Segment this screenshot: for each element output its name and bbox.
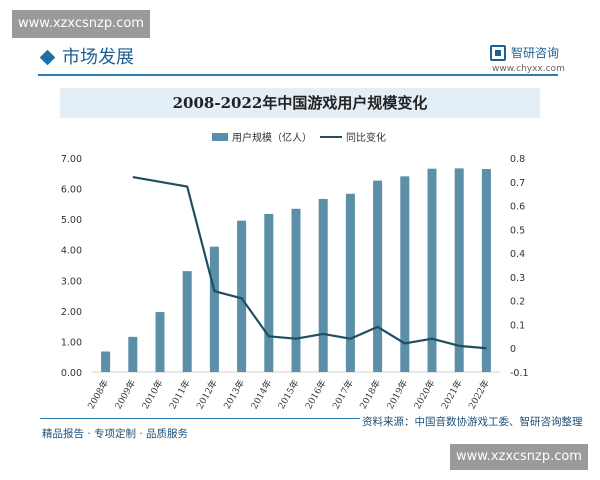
bar-user-scale xyxy=(427,168,437,372)
brand-url: www.chyxx.com xyxy=(492,64,565,74)
header-divider xyxy=(38,74,558,76)
x-tick-label: 2015年 xyxy=(275,378,301,412)
bar-user-scale xyxy=(318,198,328,372)
legend-label-line: 同比变化 xyxy=(346,131,386,144)
bar-user-scale xyxy=(373,180,383,372)
section-title: 市场发展 xyxy=(62,47,134,68)
x-tick-label: 2017年 xyxy=(330,378,356,412)
y-left-tick-label: 3.00 xyxy=(61,276,82,287)
bar-user-scale xyxy=(345,193,355,372)
source-note: 资料来源：中国音数协游戏工委、智研咨询整理 xyxy=(362,416,583,428)
x-tick-label: 2018年 xyxy=(357,378,383,412)
x-tick-label: 2008年 xyxy=(85,378,111,412)
watermark-top: www.xzxcsnzp.com xyxy=(12,10,150,38)
y-right-tick-label: 0.1 xyxy=(510,320,525,331)
bar-user-scale xyxy=(209,246,219,372)
legend-label-bar: 用户规模（亿人） xyxy=(232,131,312,144)
bar-user-scale xyxy=(481,169,491,372)
bar-user-scale xyxy=(400,176,410,372)
x-tick-label: 2013年 xyxy=(221,378,247,412)
footer-slogan: 精品报告 · 专项定制 · 品质服务 xyxy=(42,428,189,440)
x-tick-label: 2022年 xyxy=(466,378,492,412)
chart-title: 2008-2022年中国游戏用户规模变化 xyxy=(172,94,428,112)
y-left-tick-label: 6.00 xyxy=(61,185,82,196)
y-right-tick-label: -0.1 xyxy=(510,368,529,379)
section-header: 市场发展 xyxy=(38,44,558,76)
bar-user-scale xyxy=(264,213,274,372)
bar-user-scale xyxy=(237,220,247,372)
x-tick-label: 2016年 xyxy=(302,378,328,412)
bar-user-scale xyxy=(182,271,192,372)
bar-user-scale xyxy=(101,351,111,372)
brand-name: 智研咨询 xyxy=(511,46,560,60)
footer-divider xyxy=(40,418,360,419)
y-right-tick-label: 0.6 xyxy=(510,202,525,213)
y-right-tick-label: 0 xyxy=(510,344,516,355)
y-left-tick-label: 0.00 xyxy=(61,368,82,379)
x-tick-label: 2012年 xyxy=(194,378,220,412)
bar-user-scale xyxy=(454,168,464,372)
brand-logo-icon xyxy=(490,45,506,61)
x-tick-label: 2010年 xyxy=(139,378,165,412)
chart-title-band: 2008-2022年中国游戏用户规模变化 xyxy=(60,88,540,118)
x-tick-label: 2009年 xyxy=(112,378,138,412)
y-left-tick-label: 2.00 xyxy=(61,307,82,318)
watermark-bottom: www.xzxcsnzp.com xyxy=(450,444,588,470)
legend-swatch-bar xyxy=(212,133,228,141)
x-tick-label: 2011年 xyxy=(166,378,192,412)
y-right-tick-label: 0.3 xyxy=(510,273,525,284)
legend: 用户规模（亿人） 同比变化 xyxy=(212,131,386,144)
y-right-tick-label: 0.2 xyxy=(510,297,525,308)
y-left-tick-label: 5.00 xyxy=(61,215,82,226)
y-left-tick-label: 7.00 xyxy=(61,154,82,165)
line-yoy-change xyxy=(132,175,487,350)
y-right-tick-label: 0.7 xyxy=(510,178,525,189)
bar-user-scale xyxy=(128,336,138,372)
x-tick-label: 2020年 xyxy=(411,378,437,412)
y-right-tick-label: 0.4 xyxy=(510,249,525,260)
y-right-tick-label: 0.8 xyxy=(510,154,525,165)
bar-user-scale xyxy=(291,208,301,372)
y-left-tick-label: 1.00 xyxy=(61,337,82,348)
y-left-tick-label: 4.00 xyxy=(61,246,82,257)
y-right-tick-label: 0.5 xyxy=(510,225,525,236)
bar-user-scale xyxy=(155,312,165,372)
x-tick-label: 2014年 xyxy=(248,378,274,412)
x-tick-label: 2021年 xyxy=(438,378,464,412)
x-tick-label: 2019年 xyxy=(384,378,410,412)
